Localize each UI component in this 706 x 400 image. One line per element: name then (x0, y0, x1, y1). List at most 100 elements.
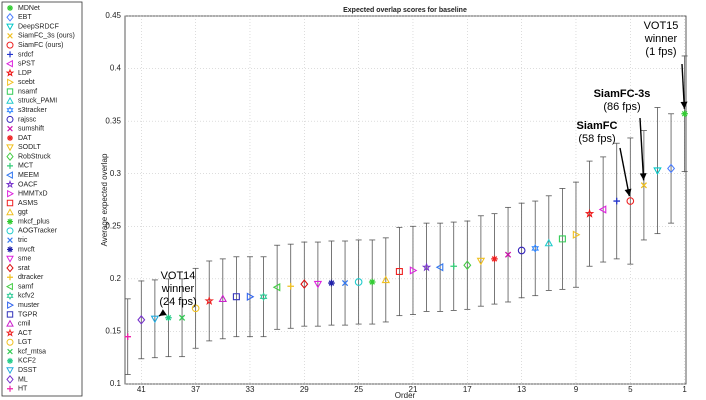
marker (381, 275, 391, 284)
annotation-text: VOT14 (161, 270, 196, 282)
y-tick-label: 0.4 (110, 64, 122, 73)
legend-marker (7, 385, 13, 392)
marker (368, 278, 376, 286)
error-bar (233, 256, 240, 338)
annotation-arrow (681, 63, 686, 109)
marker (491, 255, 498, 263)
legend-marker (6, 116, 14, 123)
legend-label: LGT (18, 339, 32, 346)
legend-marker (6, 311, 14, 318)
marker (178, 314, 186, 321)
legend-marker (6, 338, 14, 346)
legend-marker (6, 96, 14, 104)
legend-label: HT (18, 386, 28, 393)
marker (150, 315, 160, 324)
error-bar (301, 241, 308, 327)
marker (165, 314, 172, 322)
error-bar (423, 222, 430, 312)
annotation-text: SiamFC (577, 120, 618, 132)
marker (137, 315, 146, 325)
annotation-arrowhead (639, 173, 647, 181)
marker (504, 251, 512, 258)
legend-marker (6, 152, 14, 161)
marker (476, 257, 486, 266)
legend-label: sumshift (18, 126, 44, 133)
marker (435, 263, 444, 272)
annotation-text: (1 fps) (645, 46, 676, 58)
legend-marker (7, 33, 13, 39)
legend-label: mkcf_plus (18, 218, 50, 225)
x-tick-label: 9 (574, 385, 579, 394)
legend-marker (5, 171, 13, 179)
legend-marker (6, 227, 14, 235)
legend-label: srat (18, 265, 30, 272)
error-bar (654, 107, 661, 235)
marker (191, 304, 200, 313)
x-tick-label: 1 (682, 385, 687, 394)
legend-marker (7, 301, 15, 309)
plot-area (124, 15, 687, 385)
x-tick-label: 33 (246, 385, 255, 394)
y-tick-label: 0.25 (105, 221, 121, 230)
error-bar (559, 188, 566, 290)
error-bar (355, 239, 362, 325)
legend-label: sme (18, 256, 31, 263)
marker (572, 230, 581, 239)
legend-label: MEEM (18, 172, 39, 179)
error-bar (206, 260, 213, 342)
error-bar (518, 202, 525, 299)
error-bar (396, 226, 403, 317)
error-bar (464, 220, 471, 310)
y-tick-label: 0.1 (110, 379, 122, 388)
legend-label: HMMTxD (18, 191, 48, 198)
legend-label: EBT (18, 14, 32, 21)
marker (421, 262, 432, 272)
x-tick-label: 21 (409, 385, 418, 394)
marker (124, 333, 132, 340)
marker (232, 293, 240, 301)
y-axis-label: Average expected overlap (100, 153, 109, 246)
legend-label: OACF (18, 181, 37, 188)
legend-label: rajssc (18, 116, 37, 123)
error-bar (627, 137, 634, 265)
annotation-arrow (619, 147, 631, 197)
x-tick-label: 25 (354, 385, 363, 394)
marker (204, 295, 214, 305)
legend-label: cmil (18, 321, 31, 328)
x-tick-label: 13 (517, 385, 526, 394)
annotation-text: (86 fps) (603, 101, 640, 113)
annotation-text: winner (161, 283, 195, 295)
legend-label: dtracker (18, 274, 44, 281)
legend-label: MDNet (18, 5, 40, 12)
marker (584, 208, 595, 218)
legend-label: nsamf (18, 88, 37, 95)
legend-label: KCF2 (18, 358, 36, 365)
legend-marker (7, 237, 13, 243)
legend-label: LDP (18, 70, 32, 77)
marker (272, 283, 281, 292)
legend-label: s3tracker (18, 107, 47, 114)
marker (450, 262, 458, 270)
error-bar (545, 195, 552, 291)
legend-marker (7, 348, 13, 355)
annotation-arrowhead (159, 309, 167, 317)
chart-title: Expected overlap scores for baseline (343, 7, 467, 14)
error-bar (192, 267, 199, 349)
legend-label: DeepSRDCF (18, 23, 59, 30)
legend-marker (5, 179, 15, 189)
legend-label: samf (18, 283, 33, 290)
marker (218, 294, 228, 303)
legend-marker (6, 263, 14, 273)
error-bar (219, 258, 226, 340)
legend-marker (6, 208, 14, 216)
legend-marker (6, 88, 14, 95)
legend-label: tric (18, 237, 28, 244)
error-bar (437, 222, 444, 312)
x-tick-label: 37 (191, 385, 200, 394)
legend-label: struck_PAMI (18, 98, 57, 105)
legend-marker (6, 23, 14, 31)
annotation-arrow (639, 117, 645, 181)
legend-marker (7, 357, 13, 364)
legend-marker (7, 78, 15, 87)
error-bar (382, 237, 389, 323)
